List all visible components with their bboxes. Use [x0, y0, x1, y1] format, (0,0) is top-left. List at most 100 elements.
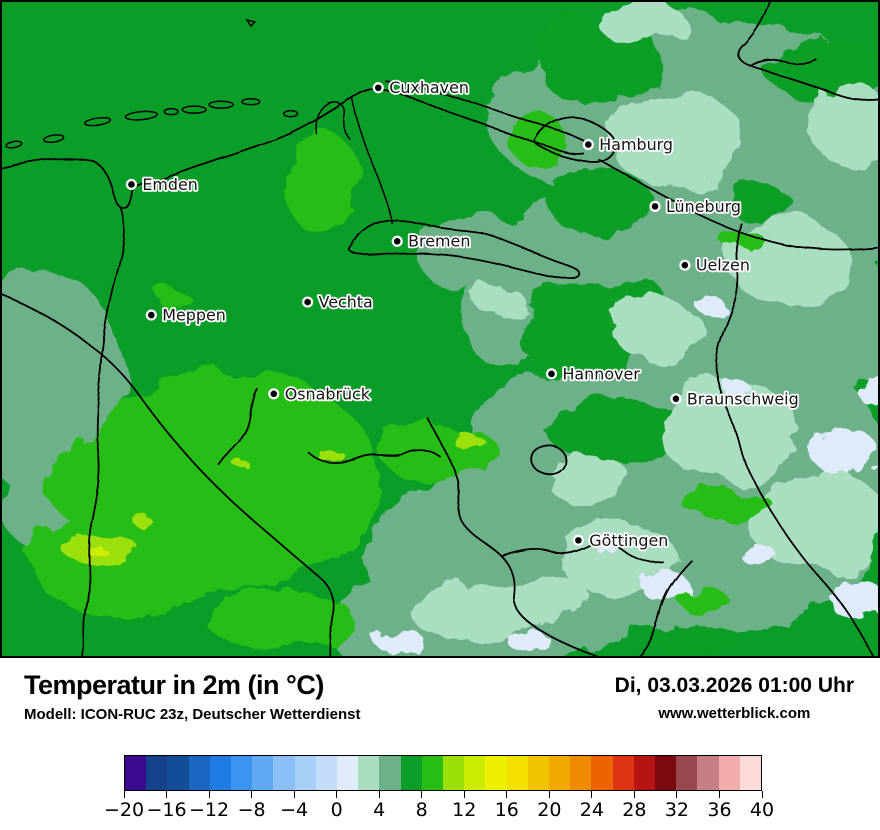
colorbar-tick-label: 28: [622, 799, 647, 821]
city-marker-lneburg: Lüneburg: [649, 195, 743, 218]
city-dot: [651, 203, 659, 210]
city-marker-meppen: Meppen: [145, 304, 228, 326]
city-label: Emden: [142, 175, 198, 194]
city-marker-bremen: Bremen: [391, 230, 472, 253]
colorbar-cell-32: [676, 756, 698, 790]
colorbar-tick: [293, 791, 295, 798]
colorbar-cell--18: [146, 756, 168, 790]
colorbar-tick-label: 24: [579, 799, 604, 821]
city-dot: [548, 370, 555, 378]
colorbar-tick-label: −8: [237, 799, 266, 821]
colorbar-tick-label: 40: [749, 799, 775, 821]
city-dot: [585, 141, 592, 148]
colorbar-cell--14: [188, 756, 210, 790]
colorbar-cell--2: [315, 756, 338, 790]
city-label: Meppen: [162, 306, 226, 325]
colorbar-cell-10: [443, 756, 465, 790]
colorbar-cell-36: [718, 756, 740, 790]
colorbar-tick: [208, 791, 210, 798]
city-label: Braunschweig: [687, 389, 799, 408]
city-marker-vechta: Vechta: [302, 291, 375, 313]
map-footer: Temperatur in 2m (in °C) Modell: ICON-RU…: [0, 658, 880, 830]
city-label: Hamburg: [599, 135, 673, 154]
colorbar-tick-label: 32: [664, 799, 690, 821]
colorbar-tick-label: −20: [103, 799, 145, 821]
colorbar-tick: [506, 791, 508, 798]
colorbar-tick-label: −4: [280, 799, 309, 821]
colorbar-tick: [591, 791, 593, 798]
colorbar-cell-14: [485, 756, 507, 790]
colorbar-tick-label: 0: [330, 799, 343, 821]
colorbar-tick-label: 8: [415, 799, 428, 821]
city-dot: [374, 84, 382, 92]
colorbar-cell-12: [464, 756, 486, 790]
city-label: Vechta: [319, 293, 373, 312]
city-marker-braunschweig: Braunschweig: [670, 387, 800, 410]
colorbar-cell--6: [273, 756, 295, 790]
colorbar-cell-16: [506, 756, 528, 790]
title-block: Temperatur in 2m (in °C) Modell: ICON-RU…: [24, 670, 360, 723]
colorbar-cell-30: [655, 756, 677, 790]
run-datetime: Di, 03.03.2026 01:00 Uhr: [614, 674, 854, 697]
colorbar-cell-28: [633, 756, 656, 790]
colorbar-tick: [336, 791, 338, 798]
city-dot: [575, 537, 582, 544]
city-dot: [672, 395, 680, 403]
colorbar-cell--20: [125, 756, 147, 790]
city-label: Osnabrück: [285, 384, 371, 403]
city-dot: [681, 261, 689, 269]
colorbar-cell-8: [421, 756, 444, 790]
city-marker-gttingen: Göttingen: [572, 529, 670, 552]
colorbar-tick: [421, 791, 423, 798]
colorbar-tick: [251, 791, 253, 798]
colorbar-tick-label: 36: [707, 799, 732, 821]
date-block: Di, 03.03.2026 01:00 Uhr www.wetterblick…: [615, 670, 854, 722]
colorbar-cell-20: [549, 756, 571, 790]
colorbar-cell--12: [209, 756, 232, 790]
city-dot: [304, 298, 311, 306]
colorbar-cell-22: [570, 756, 592, 790]
city-dot: [393, 237, 401, 245]
colorbar-cell-6: [400, 756, 422, 790]
borders-and-coastlines: [2, 2, 878, 656]
colorbar-cell--16: [167, 756, 189, 790]
colorbar-tick-label: −12: [189, 799, 230, 821]
model-info: Modell: ICON-RUC 23z, Deutscher Wetterdi…: [24, 706, 361, 724]
colorbar-tick-label: −16: [146, 799, 187, 821]
colorbar-tick: [123, 791, 125, 798]
colorbar-tick: [548, 791, 550, 798]
colorbar-tick: [718, 791, 720, 798]
map-canvas: Cuxhaven Hamburg Emden Lüneburg Bremen Uelzen…: [2, 2, 878, 656]
city-marker-emden: Emden: [125, 173, 200, 196]
colorbar-ticks: [123, 791, 763, 799]
city-marker-cuxhaven: Cuxhaven: [372, 76, 471, 99]
colorbar-cell-2: [358, 756, 380, 790]
colorbar-tick: [463, 791, 465, 798]
city-label: Bremen: [408, 232, 470, 251]
page-title: Temperatur in 2m (in °C): [24, 670, 324, 700]
city-label: Göttingen: [589, 531, 668, 550]
colorbar-tick-label: 4: [373, 799, 386, 821]
colorbar-tick-label: 12: [452, 799, 477, 821]
city-dot: [148, 311, 155, 319]
colorbar-tick-label: 16: [494, 799, 519, 821]
colorbar-cell--4: [294, 756, 316, 790]
city-label: Cuxhaven: [389, 78, 469, 97]
colorbar-tick: [633, 791, 635, 798]
colorbar-cell-34: [697, 756, 719, 790]
city-label: Hannover: [562, 364, 640, 383]
colorbar-tick: [378, 791, 380, 798]
city-marker-uelzen: Uelzen: [679, 254, 752, 276]
temp-region-12-14: [85, 546, 108, 556]
city-marker-hamburg: Hamburg: [582, 133, 675, 156]
colorbar-cell-24: [591, 756, 613, 790]
city-dot: [270, 390, 278, 398]
website-url: www.wetterblick.com: [658, 705, 811, 722]
colorbar-tick-labels: −20 −16 −12 −8 −4 0 4 8 12 16 20 24 28 32 36 40: [104, 799, 774, 823]
city-label: Uelzen: [696, 256, 750, 275]
city-marker-osnabrck: Osnabrück: [268, 382, 373, 405]
colorbar-tick-label: 20: [537, 799, 562, 821]
colorbar-cell-38: [739, 756, 762, 790]
city-marker-hannover: Hannover: [545, 363, 642, 385]
